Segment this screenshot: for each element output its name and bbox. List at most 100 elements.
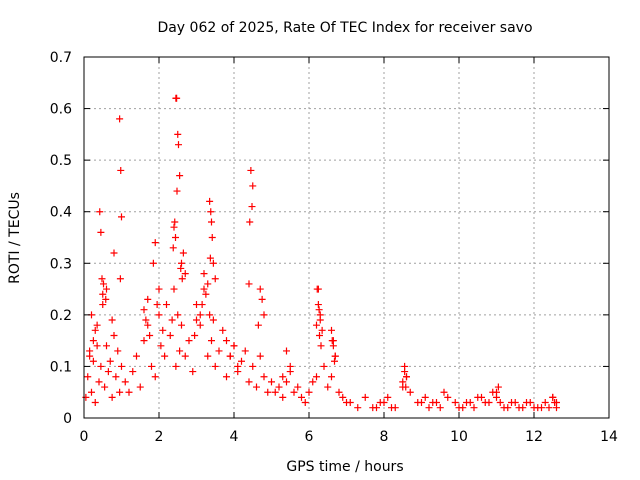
data-point	[89, 337, 97, 345]
data-point	[93, 342, 101, 350]
data-point	[275, 383, 283, 391]
data-point	[538, 404, 545, 412]
data-point	[198, 301, 206, 309]
data-point	[121, 378, 129, 386]
data-point	[331, 357, 338, 365]
data-point	[530, 404, 538, 412]
data-point	[249, 362, 257, 370]
data-point	[110, 331, 118, 339]
data-point	[176, 347, 184, 355]
data-point	[211, 275, 219, 283]
data-point	[99, 290, 107, 298]
data-point	[116, 115, 124, 123]
data-point	[102, 295, 110, 303]
data-point	[545, 404, 553, 412]
data-point	[256, 352, 264, 360]
data-point	[178, 259, 185, 267]
data-point	[116, 388, 124, 396]
data-point	[254, 321, 262, 329]
data-point	[478, 393, 485, 401]
data-point	[279, 393, 287, 401]
data-point	[159, 326, 167, 334]
data-point	[279, 373, 287, 381]
data-point	[106, 357, 114, 365]
data-point	[305, 388, 313, 396]
data-point	[346, 399, 354, 407]
data-point	[247, 166, 255, 174]
data-point	[309, 378, 317, 386]
data-point	[230, 342, 238, 350]
data-point	[91, 326, 99, 334]
data-point	[268, 378, 275, 386]
data-point	[91, 399, 99, 407]
data-point	[140, 306, 148, 314]
data-point	[335, 388, 343, 396]
x-tick-labels: 0 2 4 6 8 10 12 14	[80, 429, 618, 445]
data-point	[253, 383, 260, 391]
data-point	[170, 223, 178, 231]
data-point	[82, 393, 90, 401]
data-point	[444, 393, 452, 401]
data-point	[328, 326, 335, 334]
data-point	[172, 234, 179, 241]
data-point	[98, 275, 106, 283]
x-tick-label: 8	[380, 429, 389, 445]
data-point	[271, 388, 279, 396]
data-point	[173, 187, 181, 195]
grid-lines	[84, 57, 609, 418]
data-point	[264, 388, 272, 396]
x-axis-label: GPS time / hours	[286, 459, 403, 475]
data-point	[234, 362, 242, 370]
data-point	[140, 337, 148, 345]
data-point	[200, 285, 208, 293]
data-point	[95, 378, 103, 386]
data-point	[440, 388, 448, 396]
data-point	[260, 373, 268, 381]
data-point	[317, 342, 325, 350]
data-point	[549, 393, 557, 401]
data-point	[172, 362, 180, 370]
data-point	[258, 295, 266, 303]
data-point	[328, 337, 336, 345]
data-point	[155, 285, 163, 293]
data-point	[290, 388, 298, 396]
data-point	[93, 321, 101, 329]
data-point	[316, 331, 323, 339]
data-point	[144, 321, 152, 329]
data-point	[209, 316, 217, 324]
data-point	[206, 254, 214, 262]
data-point	[406, 388, 414, 396]
data-point	[318, 326, 326, 334]
data-point	[219, 326, 227, 334]
data-point	[97, 362, 105, 370]
data-point	[178, 275, 186, 283]
data-point	[361, 393, 369, 401]
data-point	[101, 383, 109, 391]
data-point	[238, 357, 245, 365]
data-point	[193, 316, 200, 324]
data-point	[178, 321, 185, 329]
data-point	[301, 399, 309, 407]
x-tick-label: 6	[305, 429, 314, 445]
data-point	[155, 311, 163, 319]
data-point	[314, 301, 322, 309]
data-point	[380, 399, 388, 407]
data-point	[99, 301, 107, 309]
data-point	[433, 399, 440, 407]
data-point	[89, 357, 97, 365]
data-point	[118, 362, 125, 370]
data-point	[436, 404, 444, 412]
data-point	[173, 94, 181, 102]
data-point	[96, 208, 104, 216]
data-point	[166, 331, 174, 339]
data-point	[260, 311, 268, 319]
data-point	[149, 259, 157, 267]
y-tick-label: 0.6	[50, 102, 72, 118]
data-point	[208, 218, 215, 226]
data-point	[455, 404, 463, 412]
data-point	[202, 290, 210, 298]
data-point	[313, 321, 320, 329]
data-point	[88, 388, 95, 396]
data-point	[157, 342, 165, 350]
